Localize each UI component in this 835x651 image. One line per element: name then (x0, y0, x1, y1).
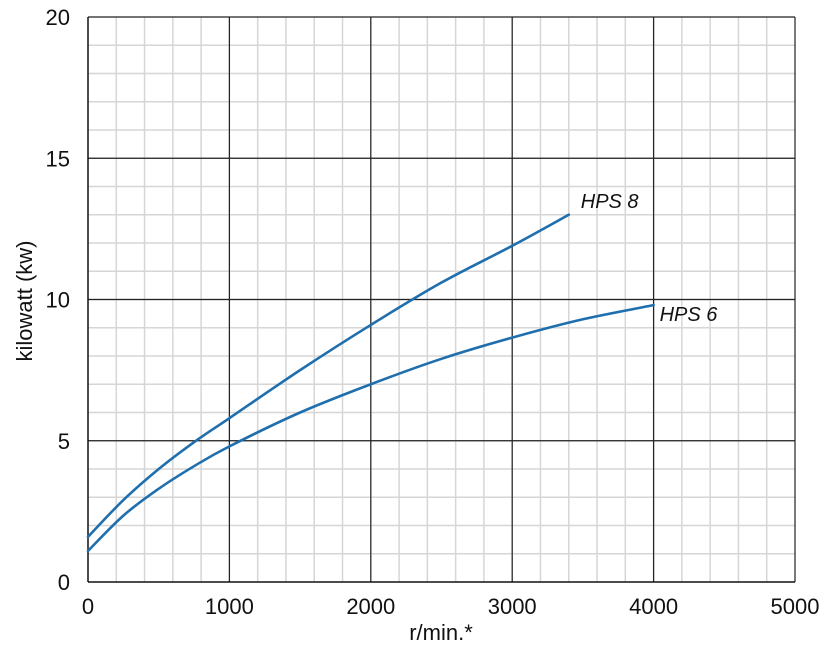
series-line-hps-6 (86, 303, 655, 553)
x-tick-label: 4000 (629, 594, 678, 619)
y-tick-label: 15 (46, 146, 70, 171)
y-tick-label: 0 (58, 570, 70, 595)
x-axis-title: r/min.* (409, 620, 473, 645)
tick-labels: 0 1000 2000 3000 4000 5000 0 5 10 15 20 (46, 5, 820, 619)
series-line-hps-8 (86, 213, 571, 539)
x-tick-label: 5000 (771, 594, 820, 619)
y-tick-label: 10 (46, 288, 70, 313)
y-axis-title: kilowatt (kw) (12, 240, 37, 361)
major-grid (88, 16, 796, 582)
series-label-hps-8: HPS 8 (581, 191, 639, 213)
x-tick-label: 2000 (346, 594, 395, 619)
x-tick-label: 3000 (488, 594, 537, 619)
series-group: HPS 8 HPS 6 (86, 191, 719, 553)
series-label-hps-6: HPS 6 (660, 304, 719, 326)
x-tick-label: 0 (82, 594, 94, 619)
y-tick-label: 5 (58, 429, 70, 454)
axes (87, 17, 795, 583)
y-tick-label: 20 (46, 5, 70, 30)
x-tick-label: 1000 (205, 594, 254, 619)
